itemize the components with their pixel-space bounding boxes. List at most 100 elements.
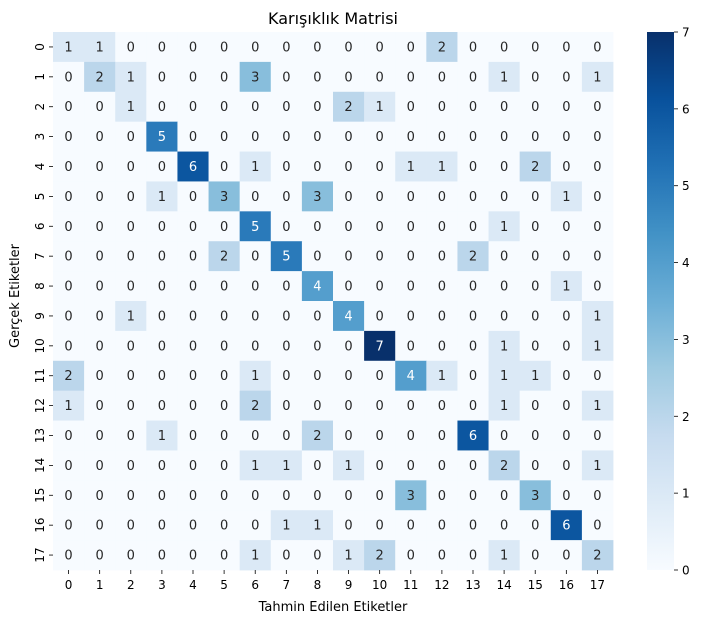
cell-value-label: 0 bbox=[407, 280, 415, 295]
heatmap-cell bbox=[426, 241, 458, 272]
cell-value-label: 0 bbox=[158, 100, 166, 115]
heatmap-cell bbox=[519, 181, 552, 212]
heatmap-cell bbox=[550, 241, 583, 272]
cell-value-label: 0 bbox=[344, 280, 352, 295]
cell-value-label: 0 bbox=[220, 130, 228, 145]
cell-value-label: 0 bbox=[438, 250, 446, 265]
cell-value-label: 0 bbox=[282, 309, 290, 324]
heatmap-cell bbox=[301, 510, 334, 541]
cell-value-label: 1 bbox=[251, 369, 259, 384]
heatmap-cell bbox=[53, 450, 85, 481]
cell-value-label: 0 bbox=[64, 429, 72, 444]
x-tick-label: 15 bbox=[528, 578, 543, 592]
heatmap-cell bbox=[84, 450, 116, 481]
colorbar: 0 1 2 3 4 5 6 7 bbox=[647, 26, 690, 578]
heatmap-cell bbox=[426, 390, 458, 421]
heatmap-cell bbox=[270, 32, 303, 63]
cell-value-label: 0 bbox=[189, 429, 197, 444]
cell-value-label: 5 bbox=[158, 130, 166, 145]
cell-value-label: 0 bbox=[127, 399, 135, 414]
heatmap-cell bbox=[550, 390, 583, 421]
x-tick-label: 12 bbox=[434, 578, 449, 592]
cell-value-label: 0 bbox=[189, 190, 197, 205]
cell-value-label: 0 bbox=[500, 489, 508, 504]
cell-value-label: 0 bbox=[282, 160, 290, 175]
heatmap-cell bbox=[581, 540, 614, 571]
cell-value-label: 0 bbox=[64, 489, 72, 504]
cell-value-label: 0 bbox=[531, 70, 539, 85]
heatmap-cell bbox=[146, 510, 178, 541]
heatmap-cell bbox=[146, 241, 178, 272]
cell-value-label: 0 bbox=[313, 489, 321, 504]
cell-value-label: 0 bbox=[64, 190, 72, 205]
cell-value-label: 0 bbox=[562, 369, 570, 384]
cell-value-label: 1 bbox=[593, 339, 601, 354]
heatmap-cell bbox=[519, 271, 552, 302]
heatmap-cell bbox=[301, 121, 334, 152]
heatmap-cell bbox=[333, 360, 365, 392]
cell-value-label: 1 bbox=[407, 160, 415, 175]
heatmap-cell bbox=[364, 32, 396, 63]
cell-value-label: 1 bbox=[127, 70, 135, 85]
heatmap-cell bbox=[208, 510, 241, 541]
heatmap-cell bbox=[270, 420, 303, 451]
cell-value-label: 1 bbox=[127, 309, 135, 324]
cell-value-label: 0 bbox=[438, 399, 446, 414]
heatmap-cell bbox=[364, 61, 396, 93]
x-tick-label: 4 bbox=[189, 578, 197, 592]
heatmap-cell bbox=[364, 510, 396, 541]
cell-value-label: 0 bbox=[469, 549, 477, 564]
cell-value-label: 0 bbox=[158, 489, 166, 504]
heatmap-cell bbox=[457, 181, 489, 212]
y-axis-label: Gerçek Etiketler bbox=[8, 243, 23, 348]
heatmap-cell bbox=[239, 450, 272, 481]
cell-value-label: 0 bbox=[158, 160, 166, 175]
heatmap-cell bbox=[581, 450, 614, 481]
y-tick-label: 12 bbox=[33, 398, 47, 413]
cell-value-label: 0 bbox=[438, 339, 446, 354]
heatmap-cell bbox=[364, 91, 396, 123]
heatmap-cell bbox=[333, 241, 365, 272]
heatmap-cell bbox=[53, 540, 85, 571]
heatmap-cell bbox=[333, 510, 365, 541]
cell-value-label: 0 bbox=[96, 369, 104, 384]
heatmap-cell bbox=[239, 480, 272, 511]
heatmap-cell bbox=[301, 271, 334, 302]
heatmap-cell bbox=[115, 211, 147, 242]
cell-value-label: 0 bbox=[64, 309, 72, 324]
heatmap-cell bbox=[519, 330, 552, 362]
cell-value-label: 1 bbox=[593, 459, 601, 474]
heatmap-cell bbox=[208, 540, 241, 571]
heatmap-cell bbox=[581, 510, 614, 541]
cell-value-label: 1 bbox=[313, 519, 321, 534]
cell-value-label: 0 bbox=[562, 220, 570, 235]
heatmap-cell bbox=[550, 121, 583, 152]
cell-value-label: 0 bbox=[220, 369, 228, 384]
cell-value-label: 0 bbox=[220, 489, 228, 504]
colorbar-tick-label: 1 bbox=[682, 487, 690, 501]
cell-value-label: 0 bbox=[96, 519, 104, 534]
cell-value-label: 1 bbox=[593, 399, 601, 414]
cell-value-label: 3 bbox=[220, 190, 228, 205]
cell-value-label: 0 bbox=[251, 100, 259, 115]
heatmap-cell bbox=[53, 360, 85, 392]
heatmap-cell bbox=[177, 151, 209, 182]
cell-value-label: 0 bbox=[562, 549, 570, 564]
heatmap-cell bbox=[395, 91, 427, 123]
cell-value-label: 0 bbox=[189, 549, 197, 564]
heatmap-cell bbox=[488, 450, 521, 481]
cell-value-label: 0 bbox=[158, 280, 166, 295]
colorbar-tick-label: 2 bbox=[682, 410, 690, 424]
heatmap-cell bbox=[270, 390, 303, 421]
heatmap-cell bbox=[519, 420, 552, 451]
heatmap-cell bbox=[115, 360, 147, 392]
cell-value-label: 0 bbox=[158, 339, 166, 354]
cell-value-label: 0 bbox=[438, 280, 446, 295]
cell-value-label: 0 bbox=[562, 130, 570, 145]
cell-value-label: 2 bbox=[593, 549, 601, 564]
cell-value-label: 1 bbox=[64, 40, 72, 55]
heatmap-cell bbox=[177, 181, 209, 212]
cell-value-label: 0 bbox=[562, 100, 570, 115]
heatmap-cell bbox=[270, 151, 303, 182]
